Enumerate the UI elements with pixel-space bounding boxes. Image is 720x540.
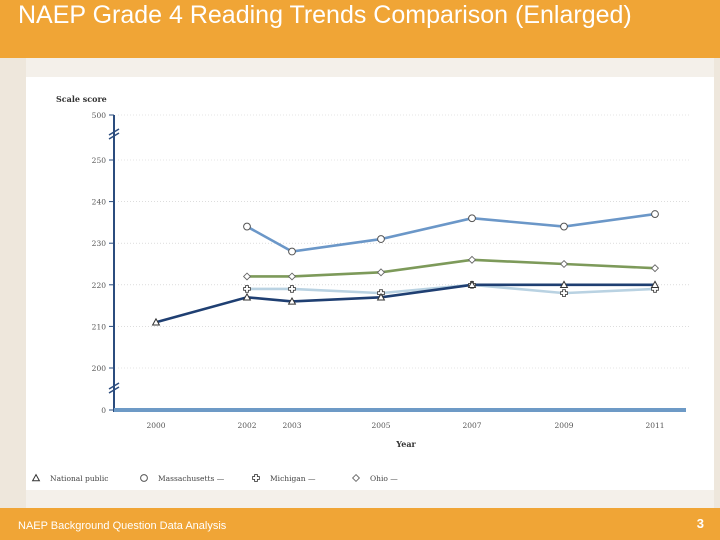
point-ohio-2011 xyxy=(650,264,660,273)
y-axis-break-1-b xyxy=(108,132,120,140)
footer-bar xyxy=(0,508,720,540)
legend-label-national-public: National public xyxy=(50,474,108,483)
point-national-public-2011 xyxy=(650,280,660,289)
y-axis-break-2 xyxy=(108,382,120,390)
background-shape-right xyxy=(714,58,720,508)
point-national-public-2000 xyxy=(151,317,161,326)
x-tick-label-2002: 2002 xyxy=(237,421,256,430)
legend-marker-michigan xyxy=(252,474,260,482)
chart-card: Scale score Year 500 250 240 230 220 210 200 0 … xyxy=(26,77,714,490)
legend-marker-ohio xyxy=(351,473,361,483)
point-massachusetts-2005 xyxy=(377,235,385,243)
point-michigan-2003 xyxy=(288,285,296,293)
point-massachusetts-2009 xyxy=(560,222,568,231)
point-national-public-2002 xyxy=(242,292,252,301)
point-massachusetts-2003 xyxy=(288,247,296,256)
series-line-michigan xyxy=(247,283,656,295)
point-national-public-2007 xyxy=(467,280,477,289)
y-tick-label-200: 200 xyxy=(92,364,107,373)
background-shape-left xyxy=(0,58,26,508)
x-tick-label-2007: 2007 xyxy=(462,421,481,430)
x-axis-label: Year xyxy=(395,439,416,449)
series-line-ohio xyxy=(247,258,656,278)
point-ohio-2005 xyxy=(376,268,386,277)
point-ohio-2002 xyxy=(242,272,252,281)
y-axis-break-2-b xyxy=(108,386,120,394)
footer-text: NAEP Background Question Data Analysis xyxy=(18,520,227,532)
y-tick-label-500: 500 xyxy=(92,111,107,120)
y-tick-label-250: 250 xyxy=(92,156,107,165)
point-massachusetts-2007 xyxy=(468,214,476,223)
point-massachusetts-2002 xyxy=(243,222,251,231)
y-tick-label-240: 240 xyxy=(92,198,107,207)
point-ohio-2007 xyxy=(467,255,477,264)
y-tick-label-0: 0 xyxy=(101,406,106,415)
x-tick-label-2009: 2009 xyxy=(554,421,573,430)
point-michigan-2002 xyxy=(243,285,251,293)
y-tick-label-210: 210 xyxy=(92,322,107,331)
x-tick-label-2011: 2011 xyxy=(645,421,664,430)
point-national-public-2003 xyxy=(287,297,297,305)
point-national-public-2009 xyxy=(559,280,569,289)
page-number: 3 xyxy=(696,516,704,531)
legend-marker-national-public xyxy=(31,473,41,482)
y-tick-label-220: 220 xyxy=(92,281,107,290)
legend-marker-massachusetts xyxy=(140,474,148,482)
x-tick-label-2000: 2000 xyxy=(146,421,165,430)
legend-label-michigan: Michigan — xyxy=(270,474,316,483)
point-massachusetts-2011 xyxy=(651,210,659,218)
point-michigan-2009 xyxy=(560,289,568,297)
x-tick-label-2005: 2005 xyxy=(371,421,390,430)
x-tick-label-2003: 2003 xyxy=(282,421,301,430)
slide-title: NAEP Grade 4 Reading Trends Comparison (… xyxy=(18,1,632,29)
y-axis-label: Scale score xyxy=(56,94,107,104)
point-ohio-2009 xyxy=(559,259,569,269)
legend-label-ohio: Ohio — xyxy=(370,474,398,483)
y-tick-label-230: 230 xyxy=(92,239,107,248)
y-axis-break-1 xyxy=(108,128,120,136)
point-ohio-2003 xyxy=(287,272,297,281)
series-line-massachusetts xyxy=(246,212,656,253)
point-national-public-2005 xyxy=(376,292,386,301)
legend-label-massachusetts: Massachusetts — xyxy=(158,474,225,483)
title-bar xyxy=(0,0,720,58)
trend-chart: Scale score Year 5002502402302202102000 … xyxy=(31,94,691,483)
